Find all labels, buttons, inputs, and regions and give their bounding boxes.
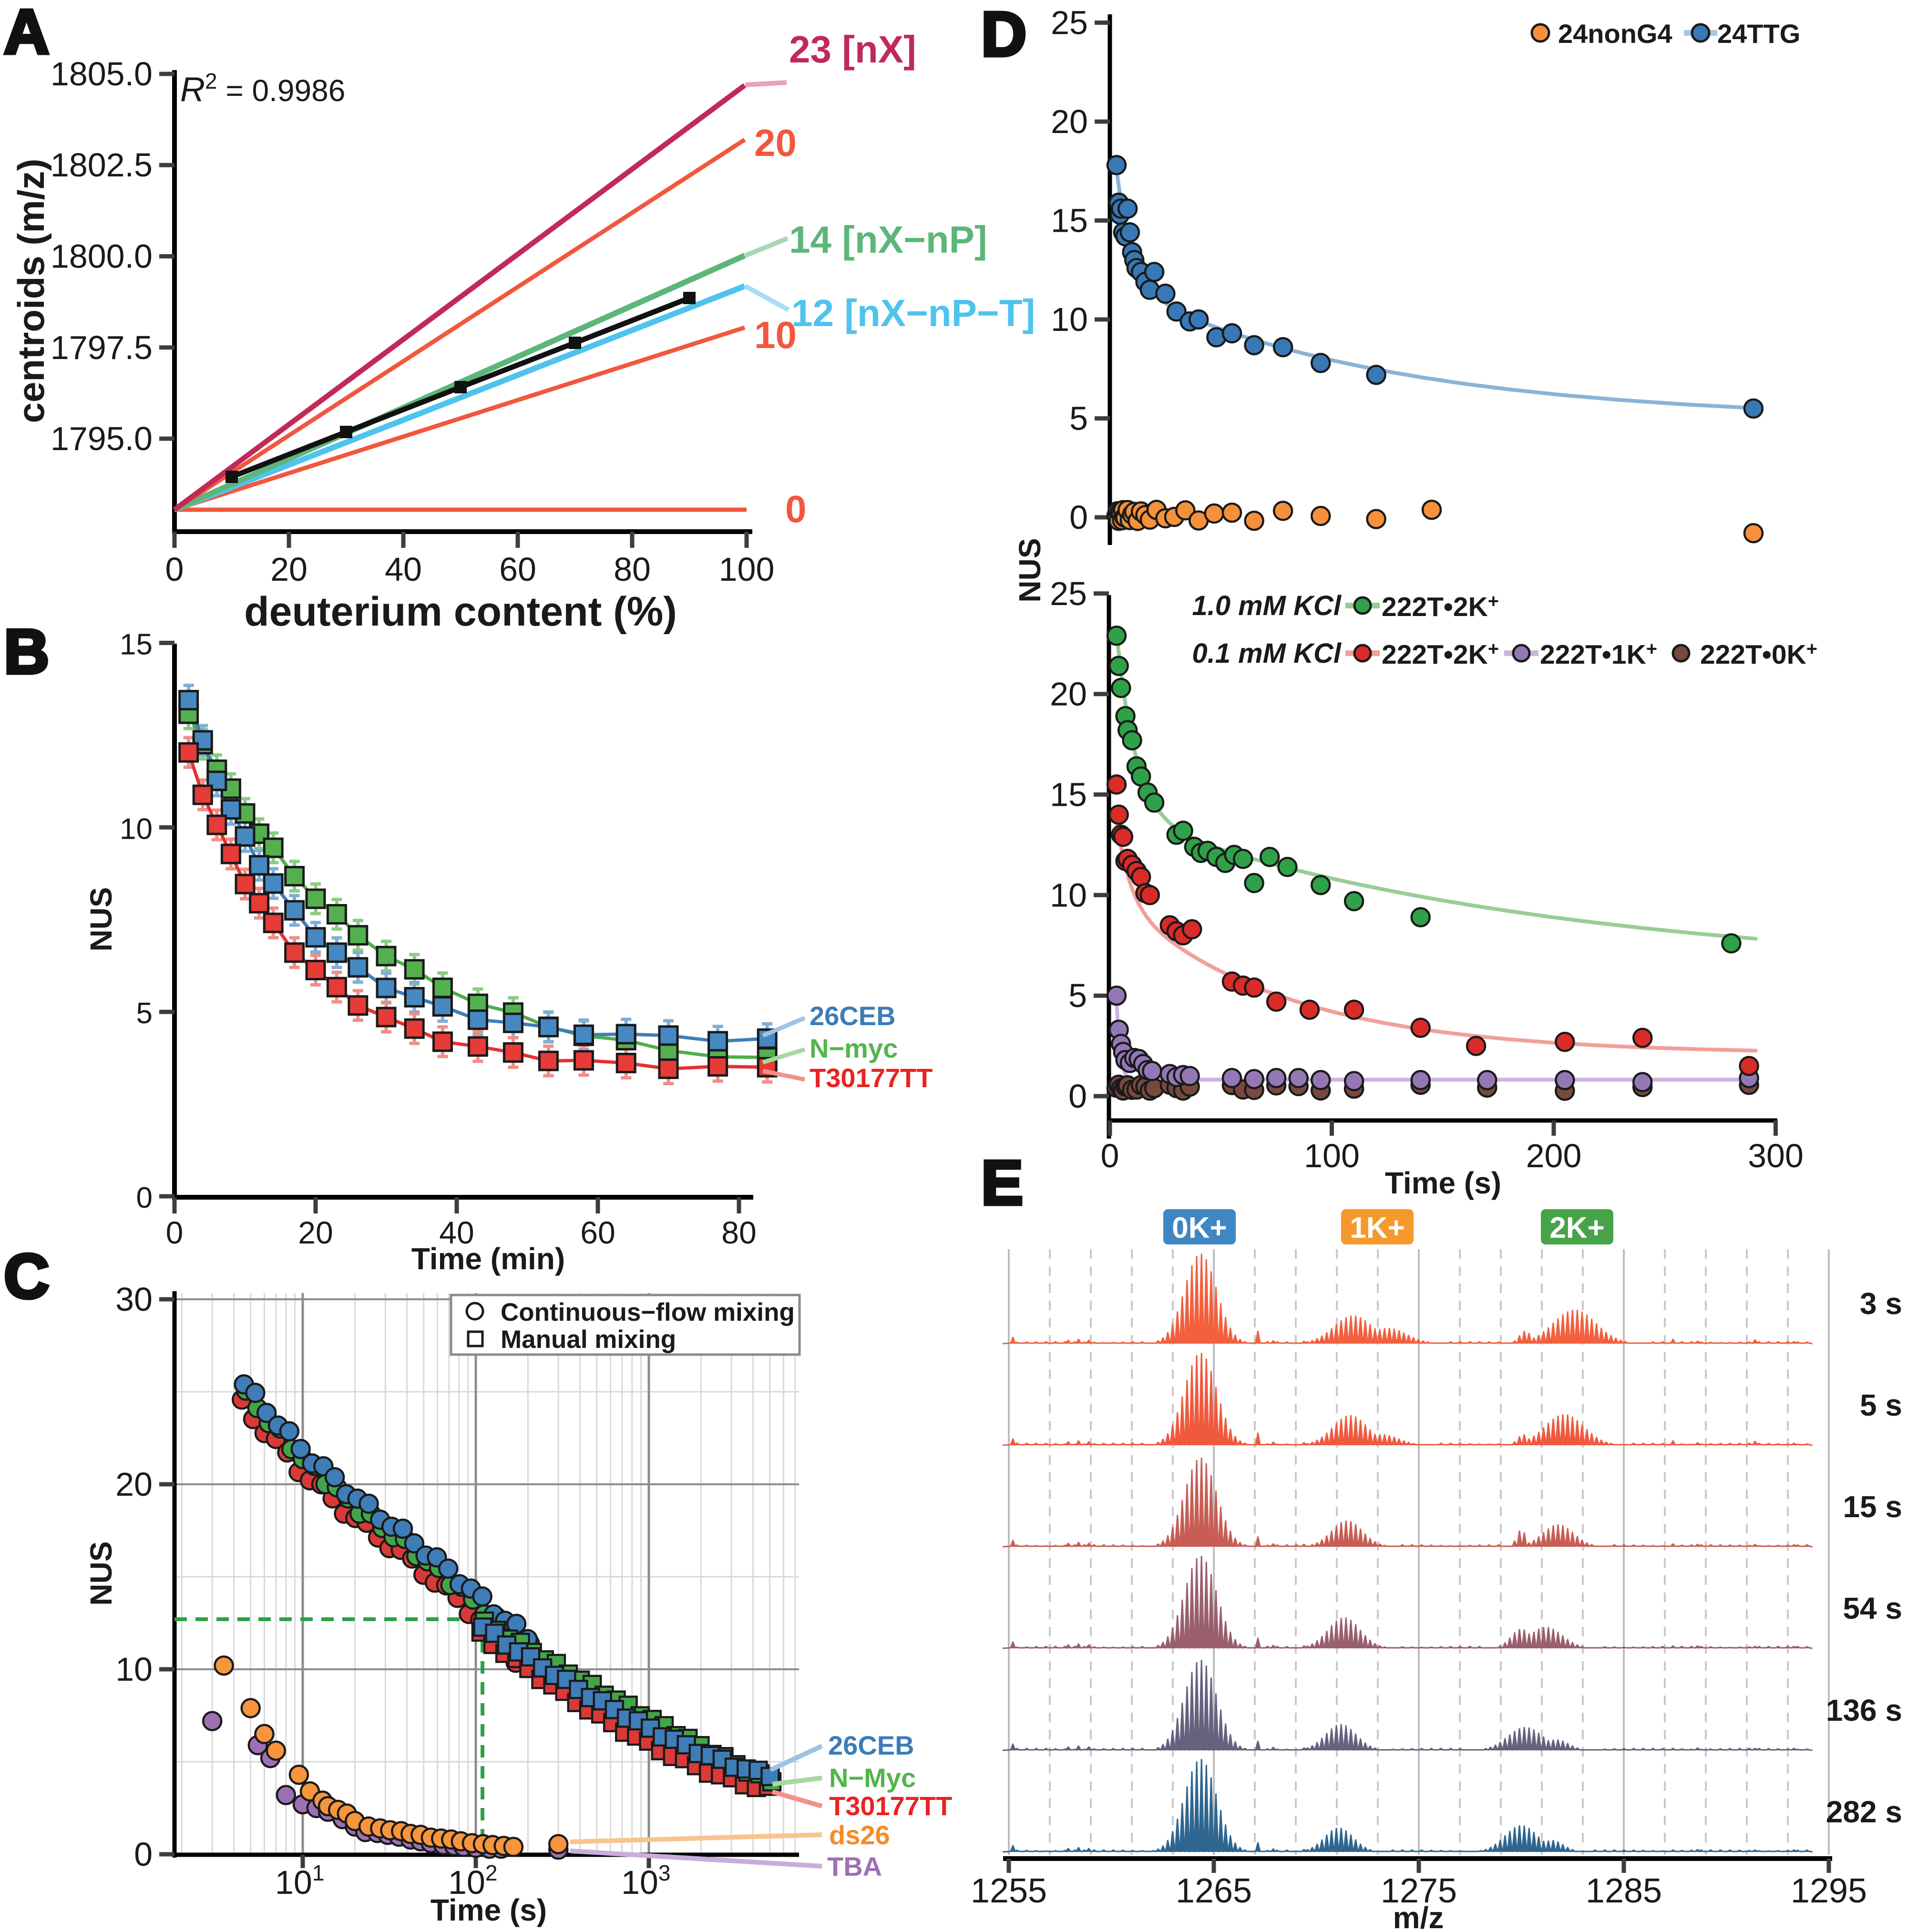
- svg-text:15: 15: [120, 628, 153, 661]
- svg-text:N−myc: N−myc: [810, 1033, 898, 1063]
- svg-text:222T•2K+: 222T•2K+: [1382, 638, 1499, 670]
- svg-text:TBA: TBA: [827, 1851, 882, 1881]
- svg-text:20: 20: [1051, 103, 1088, 140]
- svg-text:0: 0: [785, 488, 807, 530]
- svg-text:NUS: NUS: [84, 887, 118, 951]
- svg-text:Manual mixing: Manual mixing: [501, 1326, 676, 1354]
- svg-text:0: 0: [166, 1215, 184, 1250]
- svg-text:80: 80: [721, 1215, 756, 1250]
- svg-text:2K+: 2K+: [1549, 1212, 1604, 1244]
- svg-text:deuterium content (%): deuterium content (%): [244, 589, 677, 635]
- svg-text:B: B: [4, 617, 49, 687]
- svg-text:ds26: ds26: [829, 1820, 890, 1850]
- svg-text:NUS: NUS: [1013, 538, 1047, 602]
- svg-text:40: 40: [385, 551, 422, 588]
- svg-text:100: 100: [719, 551, 775, 588]
- svg-text:80: 80: [614, 551, 651, 588]
- svg-text:C: C: [4, 1241, 49, 1311]
- svg-text:30: 30: [115, 1281, 153, 1318]
- svg-text:15: 15: [1050, 776, 1087, 813]
- svg-text:A: A: [4, 0, 49, 67]
- svg-text:20: 20: [1050, 676, 1087, 713]
- svg-text:54 s: 54 s: [1843, 1591, 1902, 1625]
- svg-text:1255: 1255: [971, 1872, 1047, 1910]
- svg-text:20: 20: [754, 122, 797, 164]
- svg-text:0: 0: [165, 551, 184, 588]
- svg-text:25: 25: [1050, 575, 1087, 612]
- svg-text:1275: 1275: [1381, 1872, 1457, 1910]
- svg-text:136 s: 136 s: [1826, 1693, 1902, 1727]
- svg-text:20: 20: [298, 1215, 333, 1250]
- svg-text:5: 5: [1069, 400, 1088, 437]
- svg-text:1265: 1265: [1176, 1872, 1252, 1910]
- svg-text:222T•2K+: 222T•2K+: [1382, 591, 1499, 622]
- svg-text:1800.0: 1800.0: [51, 238, 153, 275]
- svg-text:60: 60: [499, 551, 536, 588]
- svg-text:23 [nX]: 23 [nX]: [789, 28, 916, 71]
- svg-text:3 s: 3 s: [1860, 1286, 1902, 1321]
- svg-text:24nonG4: 24nonG4: [1558, 19, 1672, 49]
- svg-text:T30177TT: T30177TT: [810, 1063, 933, 1093]
- svg-text:1K+: 1K+: [1350, 1212, 1405, 1244]
- svg-text:222T•1K+: 222T•1K+: [1540, 638, 1657, 670]
- svg-text:0: 0: [1068, 1078, 1087, 1115]
- svg-text:centroids (m/z): centroids (m/z): [10, 159, 52, 423]
- svg-text:0: 0: [1101, 1137, 1119, 1174]
- svg-text:25: 25: [1051, 4, 1088, 41]
- svg-text:N−Myc: N−Myc: [829, 1763, 916, 1793]
- svg-text:26CEB: 26CEB: [810, 1001, 896, 1031]
- svg-text:10: 10: [120, 812, 153, 845]
- svg-text:222T•0K+: 222T•0K+: [1700, 638, 1817, 670]
- svg-text:5: 5: [136, 997, 153, 1030]
- svg-text:5: 5: [1068, 977, 1087, 1014]
- svg-text:20: 20: [115, 1466, 153, 1503]
- svg-text:D: D: [981, 0, 1026, 69]
- svg-text:10: 10: [115, 1651, 153, 1688]
- svg-text:m/z: m/z: [1393, 1901, 1444, 1932]
- svg-text:1797.5: 1797.5: [51, 329, 153, 366]
- svg-text:0: 0: [136, 1182, 153, 1214]
- svg-text:0: 0: [134, 1836, 153, 1873]
- svg-text:1802.5: 1802.5: [51, 146, 153, 184]
- svg-text:300: 300: [1748, 1137, 1804, 1174]
- svg-text:R2 = 0.9986: R2 = 0.9986: [180, 69, 345, 109]
- svg-text:5 s: 5 s: [1860, 1388, 1902, 1422]
- svg-text:200: 200: [1526, 1137, 1582, 1174]
- svg-text:24TTG: 24TTG: [1717, 19, 1800, 49]
- svg-text:10: 10: [1051, 301, 1088, 338]
- svg-text:1795.0: 1795.0: [51, 420, 153, 457]
- svg-text:282 s: 282 s: [1826, 1795, 1902, 1829]
- svg-text:T30177TT: T30177TT: [829, 1791, 952, 1821]
- svg-text:0K+: 0K+: [1172, 1212, 1227, 1244]
- svg-text:40: 40: [439, 1215, 474, 1250]
- svg-text:1295: 1295: [1791, 1872, 1867, 1910]
- svg-text:Time (s): Time (s): [431, 1893, 547, 1927]
- svg-text:15: 15: [1051, 202, 1088, 239]
- svg-text:NUS: NUS: [84, 1541, 118, 1605]
- svg-text:60: 60: [580, 1215, 615, 1250]
- svg-text:1.0 mM KCl: 1.0 mM KCl: [1192, 590, 1342, 621]
- svg-text:Continuous−flow mixing: Continuous−flow mixing: [501, 1298, 795, 1326]
- svg-text:12 [nX−nP−T]: 12 [nX−nP−T]: [791, 292, 1035, 334]
- svg-text:100: 100: [1304, 1137, 1360, 1174]
- svg-text:14 [nX−nP]: 14 [nX−nP]: [789, 218, 987, 261]
- svg-text:Time (s): Time (s): [1385, 1166, 1501, 1200]
- svg-text:1805.0: 1805.0: [51, 55, 153, 92]
- svg-text:0: 0: [1069, 499, 1088, 536]
- svg-text:20: 20: [270, 551, 308, 588]
- svg-text:101: 101: [275, 1860, 324, 1901]
- svg-text:1285: 1285: [1586, 1872, 1662, 1910]
- svg-text:10: 10: [1050, 876, 1087, 914]
- svg-text:Time (min): Time (min): [411, 1242, 565, 1276]
- svg-text:E: E: [981, 1148, 1023, 1218]
- svg-text:26CEB: 26CEB: [828, 1730, 914, 1760]
- svg-text:0.1 mM KCl: 0.1 mM KCl: [1192, 638, 1342, 669]
- svg-text:15 s: 15 s: [1843, 1490, 1902, 1524]
- svg-text:10: 10: [754, 314, 797, 356]
